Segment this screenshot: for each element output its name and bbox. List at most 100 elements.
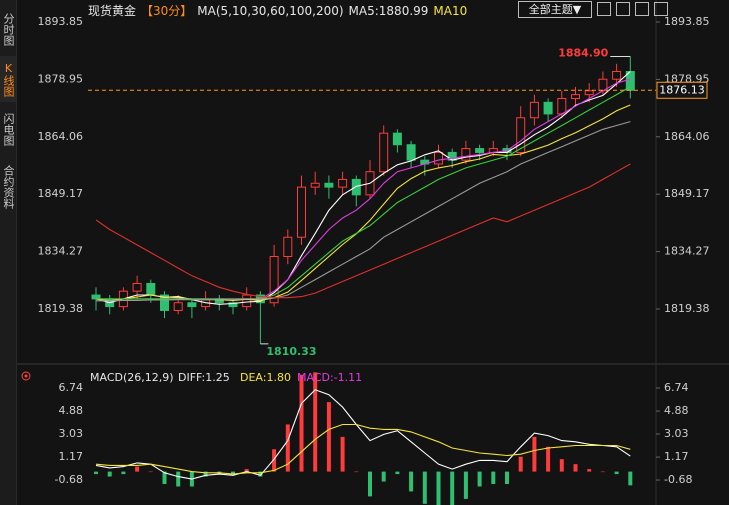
- candle-body: [434, 151, 443, 165]
- theme-button[interactable]: 全部主题▼: [518, 1, 592, 18]
- macd-bar: [285, 424, 290, 472]
- header: 现货黄金 【30分】 MA(5,10,30,60,100,200) MA5:1880.…: [88, 2, 472, 18]
- line: [95, 104, 631, 302]
- last-price-label: 1876.13: [659, 83, 705, 96]
- candle-body: [351, 178, 361, 196]
- line: [96, 86, 631, 300]
- candle-body: [529, 101, 539, 119]
- macd-bar: [600, 471, 605, 473]
- y-tick-label-left: 1819.38: [38, 302, 84, 315]
- tab[interactable]: 闪电图: [2, 112, 15, 146]
- candle-body: [269, 255, 279, 304]
- candle-body: [132, 282, 142, 292]
- candle-body: [461, 148, 471, 161]
- macd-bar: [313, 372, 318, 472]
- y-tick-label-right: 4.88: [664, 404, 689, 417]
- high-label: 1884.90: [558, 46, 608, 59]
- candle-body: [91, 294, 101, 300]
- tab-active[interactable]: K线图: [0, 56, 16, 102]
- macd-bar: [203, 471, 208, 477]
- icon-button[interactable]: [635, 2, 649, 16]
- candle-body: [187, 302, 197, 308]
- macd-bar: [532, 436, 537, 472]
- candle-body: [160, 294, 169, 311]
- macd-bar: [368, 471, 372, 497]
- macd-bar: [354, 471, 359, 473]
- macd-bar: [422, 471, 427, 504]
- y-tick-label-left: -0.68: [55, 473, 83, 486]
- macd-bar: [176, 471, 181, 487]
- macd-legend: MACD(26,12,9): [90, 371, 174, 384]
- macd-bar: [94, 471, 98, 475]
- macd-bar: [409, 471, 414, 492]
- candle-body: [324, 182, 334, 188]
- macd-bar: [148, 471, 153, 473]
- macd-legend: MACD:-1.11: [297, 371, 362, 384]
- candle-body: [392, 132, 402, 146]
- macd-bar: [518, 456, 523, 472]
- macd-bar: [340, 436, 345, 472]
- line: [95, 389, 631, 480]
- candle-body: [173, 302, 183, 311]
- macd-bar: [272, 449, 277, 472]
- macd-bar: [505, 471, 509, 484]
- macd-bar: [244, 469, 249, 472]
- ma5-label: MA5:1880.99: [348, 4, 429, 18]
- y-tick-label-left: 3.03: [59, 427, 84, 440]
- macd-bar: [381, 471, 386, 482]
- candle-body: [584, 90, 594, 96]
- y-tick-label-left: 6.74: [59, 381, 84, 394]
- macd-legend: DEA:1.80: [240, 371, 291, 384]
- y-tick-label-right: 1819.38: [664, 302, 710, 315]
- candle-body: [571, 94, 580, 99]
- macd-bar: [107, 471, 112, 477]
- candle-body: [557, 97, 567, 115]
- settings-icon-dot: [24, 374, 28, 378]
- y-tick-label-left: 1864.06: [38, 130, 84, 143]
- macd-bar: [450, 471, 455, 505]
- macd-bar: [559, 459, 564, 472]
- low-label: 1810.33: [266, 345, 316, 358]
- candle-body: [406, 144, 416, 161]
- y-tick-label-left: 1878.95: [38, 72, 84, 85]
- period[interactable]: 【30分】: [141, 4, 193, 18]
- candle-body: [310, 182, 320, 188]
- y-tick-label-left: 4.88: [59, 404, 84, 417]
- macd-legend: DIFF:1.25: [178, 371, 230, 384]
- candle-body: [516, 117, 526, 153]
- candle-body: [297, 186, 306, 238]
- y-tick-label-right: 1849.17: [664, 187, 710, 200]
- macd-bar: [395, 471, 400, 475]
- candle-body: [242, 294, 252, 308]
- tab[interactable]: 分时图: [2, 12, 15, 46]
- instrument: 现货黄金: [88, 4, 137, 18]
- candle-body: [379, 132, 389, 173]
- icon-button[interactable]: [616, 2, 630, 16]
- macd-bar: [258, 471, 263, 477]
- macd-bar: [491, 471, 496, 484]
- icon-button[interactable]: [654, 2, 668, 16]
- y-tick-label-left: 1893.85: [38, 15, 84, 28]
- line: [96, 121, 631, 302]
- macd-bar: [587, 469, 592, 472]
- line: [95, 163, 631, 299]
- settings-icon[interactable]: [21, 371, 31, 381]
- macd-bar: [299, 374, 304, 472]
- y-tick-label-right: 1.17: [664, 450, 689, 463]
- y-tick-label-right: 3.03: [664, 427, 689, 440]
- macd-bar: [436, 471, 441, 505]
- macd-bar: [546, 446, 551, 472]
- line: [95, 423, 631, 475]
- candle-body: [228, 302, 238, 308]
- candle-body: [543, 101, 553, 115]
- y-tick-label-right: 6.74: [664, 381, 689, 394]
- macd-bar: [231, 471, 235, 475]
- y-tick-label-left: 1.17: [59, 450, 84, 463]
- icon-button[interactable]: [597, 2, 611, 16]
- macd-bar: [477, 471, 482, 487]
- tab[interactable]: 合约资料: [2, 165, 15, 209]
- y-tick-label-right: -0.68: [664, 473, 692, 486]
- macd-bar: [162, 471, 167, 484]
